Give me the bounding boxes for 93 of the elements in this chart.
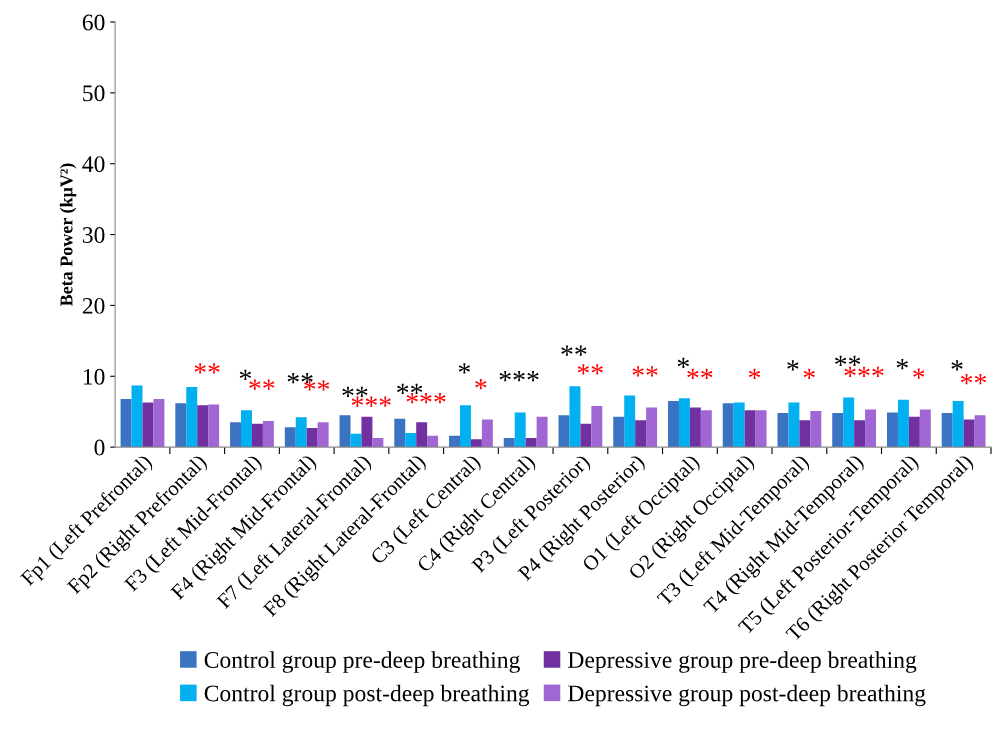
bar: [777, 413, 789, 448]
bar: [262, 420, 274, 448]
bar: [646, 407, 658, 448]
bar: [613, 416, 625, 448]
bar: [459, 405, 471, 448]
annotation: *: [677, 357, 689, 369]
annotation: **: [960, 373, 987, 385]
annotation: **: [632, 366, 658, 377]
bar: [295, 417, 307, 448]
legend-label: Depressive group post-deep breathing: [568, 684, 926, 707]
bar: [689, 407, 701, 448]
annotation: **: [342, 386, 368, 397]
bar: [635, 420, 647, 448]
bar: [843, 397, 855, 448]
bar: [186, 386, 198, 448]
bar: [208, 404, 220, 448]
bar: [142, 402, 154, 448]
bar: [580, 423, 592, 448]
bar: [153, 398, 165, 448]
y-tick-label: 20: [82, 297, 105, 314]
bar: [481, 419, 493, 448]
annotation: *: [803, 368, 815, 380]
bar: [854, 420, 866, 448]
legend-label: Control group post-deep breathing: [204, 684, 530, 707]
bar: [744, 410, 756, 448]
bar: [908, 416, 920, 448]
legend-label: Control group pre-deep breathing: [204, 651, 520, 673]
y-axis-title: Beta Power (kμV²): [59, 163, 77, 307]
bar: [919, 409, 931, 448]
bar: [733, 402, 745, 448]
y-tick-label: 40: [82, 156, 105, 173]
bar: [668, 401, 679, 448]
bar: [897, 399, 909, 448]
bar: [799, 420, 811, 448]
annotation: **: [397, 383, 423, 394]
bar: [952, 401, 964, 448]
bar: [284, 427, 296, 448]
bar: [120, 398, 132, 448]
bar: [678, 398, 690, 448]
bar: [755, 410, 767, 448]
annotation: *: [239, 369, 252, 380]
bar: [700, 410, 712, 448]
bar: [197, 405, 209, 448]
annotation: **: [577, 364, 603, 375]
bar: [416, 422, 428, 448]
annotation: **: [835, 355, 861, 366]
bar: [810, 410, 822, 448]
annotation: ***: [351, 396, 391, 407]
bar: [470, 439, 482, 448]
annotation: *: [913, 368, 925, 379]
bar: [241, 410, 252, 448]
bar: [722, 403, 734, 448]
bar: [317, 422, 329, 448]
annotation: **: [561, 345, 587, 356]
bar: [361, 416, 373, 448]
annotation: **: [249, 379, 275, 390]
bar: [405, 432, 417, 448]
bar: [886, 412, 898, 448]
bar: [251, 423, 263, 448]
bar: [865, 409, 877, 448]
annotation: *: [896, 359, 908, 370]
annotation: *: [787, 360, 799, 371]
bar: [974, 415, 986, 448]
annotation: ***: [499, 371, 539, 382]
bar: [941, 413, 953, 448]
annotation: *: [748, 368, 761, 380]
annotation: **: [194, 363, 220, 374]
bar: [514, 412, 526, 448]
legend-label: Depressive group pre-deep breathing: [568, 651, 917, 673]
bar: [394, 418, 406, 448]
y-tick-label: 10: [83, 368, 105, 385]
y-tick-label: 50: [83, 85, 105, 102]
annotation: **: [687, 368, 713, 380]
bar: [175, 403, 187, 448]
y-tick-label: 60: [82, 14, 105, 31]
bar: [131, 385, 143, 448]
annotation: ***: [406, 393, 446, 404]
bar: [306, 428, 318, 448]
bar: [536, 416, 548, 448]
annotation: *: [951, 360, 963, 371]
bar: [788, 402, 800, 448]
bar: [832, 413, 844, 448]
bar: [339, 415, 351, 448]
annotation: ***: [844, 366, 884, 377]
bar: [569, 386, 581, 448]
bar: [591, 406, 603, 448]
annotation: *: [458, 363, 470, 374]
bar: [230, 422, 242, 448]
bar: [963, 419, 975, 448]
annotation: *: [475, 379, 487, 390]
bar: [624, 395, 636, 448]
y-tick-label: 30: [82, 227, 105, 243]
y-tick-label: 0: [94, 439, 105, 456]
